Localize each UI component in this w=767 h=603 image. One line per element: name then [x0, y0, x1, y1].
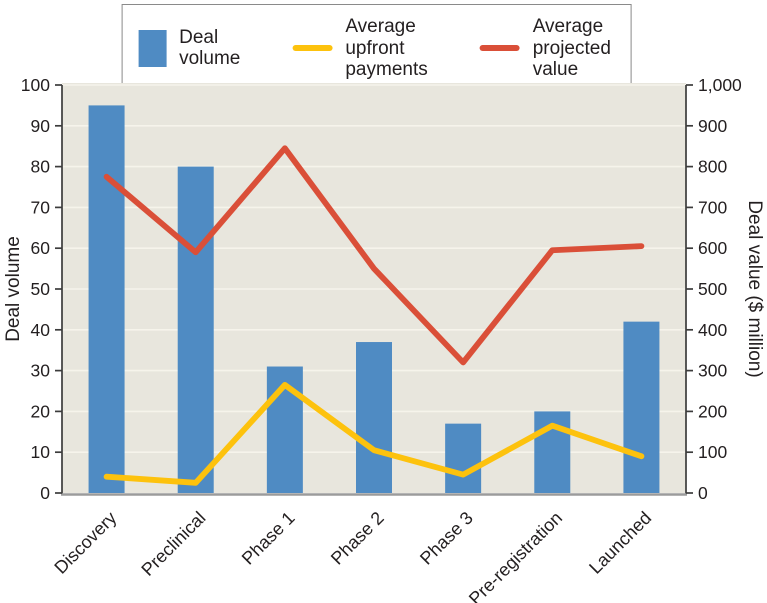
- bar-discovery: [88, 105, 125, 494]
- bar-preclinical: [177, 166, 214, 493]
- right-tick-label: 300: [698, 361, 727, 381]
- left-tick-label: 90: [31, 116, 51, 136]
- x-category-label-phase-2: Phase 2: [327, 508, 388, 569]
- legend-label-line: Average: [532, 16, 604, 37]
- left-tick-label: 70: [31, 197, 51, 217]
- legend-item-deal-volume: Deal volume: [138, 27, 240, 70]
- left-tick-label: 50: [31, 279, 51, 299]
- average-upfront-payments-line: [103, 381, 645, 486]
- x-category-label-preclinical: Preclinical: [137, 508, 209, 580]
- left-tick-label: 100: [21, 75, 50, 95]
- bar-launched: [623, 321, 660, 493]
- x-category-label-pre-registration: Pre-registration: [465, 508, 566, 603]
- bar-phase-3: [445, 423, 482, 493]
- right-tick-label: 0: [698, 483, 708, 503]
- left-tick-label: 80: [31, 157, 51, 177]
- right-tick-label: 700: [698, 197, 727, 217]
- legend-label-average-upfront-payments: Average upfront payments: [345, 16, 427, 81]
- left-tick-label: 60: [31, 238, 51, 258]
- right-tick-label: 600: [698, 238, 727, 258]
- right-tick-label: 1,000: [698, 75, 742, 95]
- legend-label-line: payments: [345, 59, 428, 81]
- deal-volume-swatch-icon: [138, 29, 167, 67]
- legend-item-average-upfront-payments: Average upfront payments: [292, 16, 428, 81]
- average-projected-value-line: [103, 145, 645, 366]
- right-tick-label: 500: [698, 279, 727, 299]
- bar-phase-2: [356, 342, 392, 493]
- left-axis-title: Deal volume: [3, 236, 24, 342]
- legend-label-line: Average upfront: [345, 16, 416, 59]
- left-tick-label: 10: [31, 442, 51, 462]
- x-category-label-phase-1: Phase 1: [238, 508, 299, 569]
- upfront-payments-line-swatch-icon: [292, 45, 333, 52]
- x-category-label-phase-3: Phase 3: [416, 508, 477, 569]
- left-tick-label: 20: [31, 401, 51, 421]
- right-tick-label: 400: [698, 320, 727, 340]
- right-axis-title: Deal value ($ million): [744, 200, 765, 377]
- x-category-label-discovery: Discovery: [50, 508, 120, 578]
- legend-label-average-projected-value: Average projected value: [533, 16, 611, 81]
- right-tick-label: 200: [698, 401, 727, 421]
- right-tick-label: 100: [698, 442, 727, 462]
- legend-label-line: projected value: [532, 37, 611, 81]
- legend-label-line: Deal: [179, 26, 219, 48]
- legend: Deal volume Average upfront payments Ave…: [121, 4, 632, 93]
- legend-item-average-projected-value: Average projected value: [479, 16, 611, 81]
- x-category-label-launched: Launched: [585, 508, 655, 578]
- projected-value-line-swatch-icon: [479, 45, 520, 52]
- right-tick-label: 800: [698, 157, 727, 177]
- legend-label-line: volume: [179, 48, 241, 70]
- left-tick-label: 40: [31, 320, 51, 340]
- left-tick-label: 0: [40, 483, 50, 503]
- legend-label-deal-volume: Deal volume: [179, 27, 240, 70]
- left-tick-label: 30: [31, 361, 51, 381]
- right-tick-label: 900: [698, 116, 727, 136]
